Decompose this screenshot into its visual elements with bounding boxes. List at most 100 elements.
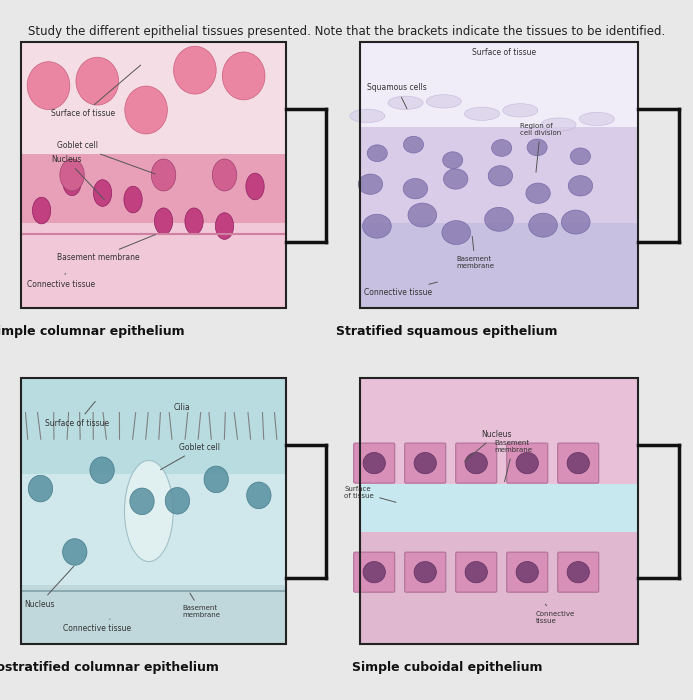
Ellipse shape [124,186,142,213]
Ellipse shape [488,166,513,186]
Bar [360,42,638,135]
Ellipse shape [503,104,538,117]
FancyBboxPatch shape [353,443,395,483]
FancyBboxPatch shape [456,552,497,592]
Ellipse shape [363,561,385,583]
Text: Nucleus: Nucleus [51,155,104,199]
Ellipse shape [442,220,471,244]
Ellipse shape [367,145,387,162]
FancyBboxPatch shape [507,443,547,483]
Ellipse shape [185,208,203,234]
Ellipse shape [125,86,168,134]
Ellipse shape [33,197,51,224]
Ellipse shape [60,159,85,191]
Ellipse shape [527,139,547,156]
Ellipse shape [358,174,383,195]
Text: Pseudostratified columnar epithelium: Pseudostratified columnar epithelium [0,662,219,675]
Text: Basement membrane: Basement membrane [58,234,155,262]
Ellipse shape [414,561,437,583]
Ellipse shape [363,452,385,474]
Bar [21,585,286,644]
Ellipse shape [526,183,550,204]
Ellipse shape [464,107,500,120]
Bar [360,378,638,644]
Text: Region of
cell division: Region of cell division [520,123,561,172]
Ellipse shape [465,452,487,474]
Ellipse shape [222,52,265,100]
Ellipse shape [491,139,511,156]
Ellipse shape [362,214,392,238]
Bar [360,471,638,538]
Bar [21,154,286,228]
Text: Simple columnar epithelium: Simple columnar epithelium [0,326,185,339]
Ellipse shape [443,152,463,169]
Bar [21,378,286,644]
Ellipse shape [151,159,176,191]
Bar [21,42,286,308]
Bar [360,378,638,644]
Ellipse shape [212,159,237,191]
Ellipse shape [567,452,589,474]
Ellipse shape [350,109,385,122]
Bar [21,42,286,162]
Ellipse shape [165,487,190,514]
Text: Stratified squamous epithelium: Stratified squamous epithelium [336,326,558,339]
Ellipse shape [216,213,234,239]
Text: Connective
tissue: Connective tissue [536,604,575,624]
Text: Goblet cell: Goblet cell [160,443,220,470]
Ellipse shape [579,112,615,125]
Ellipse shape [403,136,423,153]
Ellipse shape [516,452,538,474]
Bar [21,474,286,591]
FancyBboxPatch shape [353,552,395,592]
FancyBboxPatch shape [405,552,446,592]
Ellipse shape [94,180,112,206]
Bar [360,42,638,308]
Ellipse shape [529,214,557,237]
Bar [360,378,638,484]
Bar [360,223,638,308]
FancyBboxPatch shape [558,443,599,483]
Ellipse shape [246,173,264,200]
Ellipse shape [204,466,229,493]
Text: Connective tissue: Connective tissue [64,619,132,633]
Text: Study the different epithelial tissues presented. Note that the brackets indicat: Study the different epithelial tissues p… [28,25,665,38]
Ellipse shape [155,208,173,234]
Ellipse shape [570,148,590,164]
Text: Basement
membrane: Basement membrane [456,237,494,269]
Ellipse shape [414,452,437,474]
Text: Surface of tissue: Surface of tissue [51,65,141,118]
Ellipse shape [28,475,53,502]
Ellipse shape [465,561,487,583]
FancyBboxPatch shape [507,552,547,592]
Ellipse shape [125,461,173,561]
Text: Simple cuboidal epithelium: Simple cuboidal epithelium [352,662,542,675]
Ellipse shape [63,169,81,195]
Text: Surface
of tissue: Surface of tissue [344,486,396,503]
Bar [360,532,638,644]
Ellipse shape [568,176,593,196]
Bar [360,42,638,308]
Text: Basement
membrane: Basement membrane [494,440,532,482]
Ellipse shape [444,169,468,189]
Bar [21,378,286,644]
Text: Basement
membrane: Basement membrane [182,593,220,618]
Ellipse shape [62,539,87,566]
Ellipse shape [90,457,114,484]
Ellipse shape [541,118,576,131]
Text: Goblet cell: Goblet cell [58,141,155,174]
Text: Connective tissue: Connective tissue [364,282,437,297]
Ellipse shape [516,561,538,583]
Text: Cilia: Cilia [173,403,190,412]
Ellipse shape [388,96,423,109]
Ellipse shape [484,207,514,231]
Ellipse shape [408,203,437,227]
Text: Nucleus: Nucleus [464,430,512,461]
FancyBboxPatch shape [405,443,446,483]
FancyBboxPatch shape [558,552,599,592]
Bar [21,223,286,308]
Text: Squamous cells: Squamous cells [367,83,426,108]
FancyBboxPatch shape [456,443,497,483]
Ellipse shape [403,178,428,199]
Text: Surface of tissue: Surface of tissue [45,401,109,428]
